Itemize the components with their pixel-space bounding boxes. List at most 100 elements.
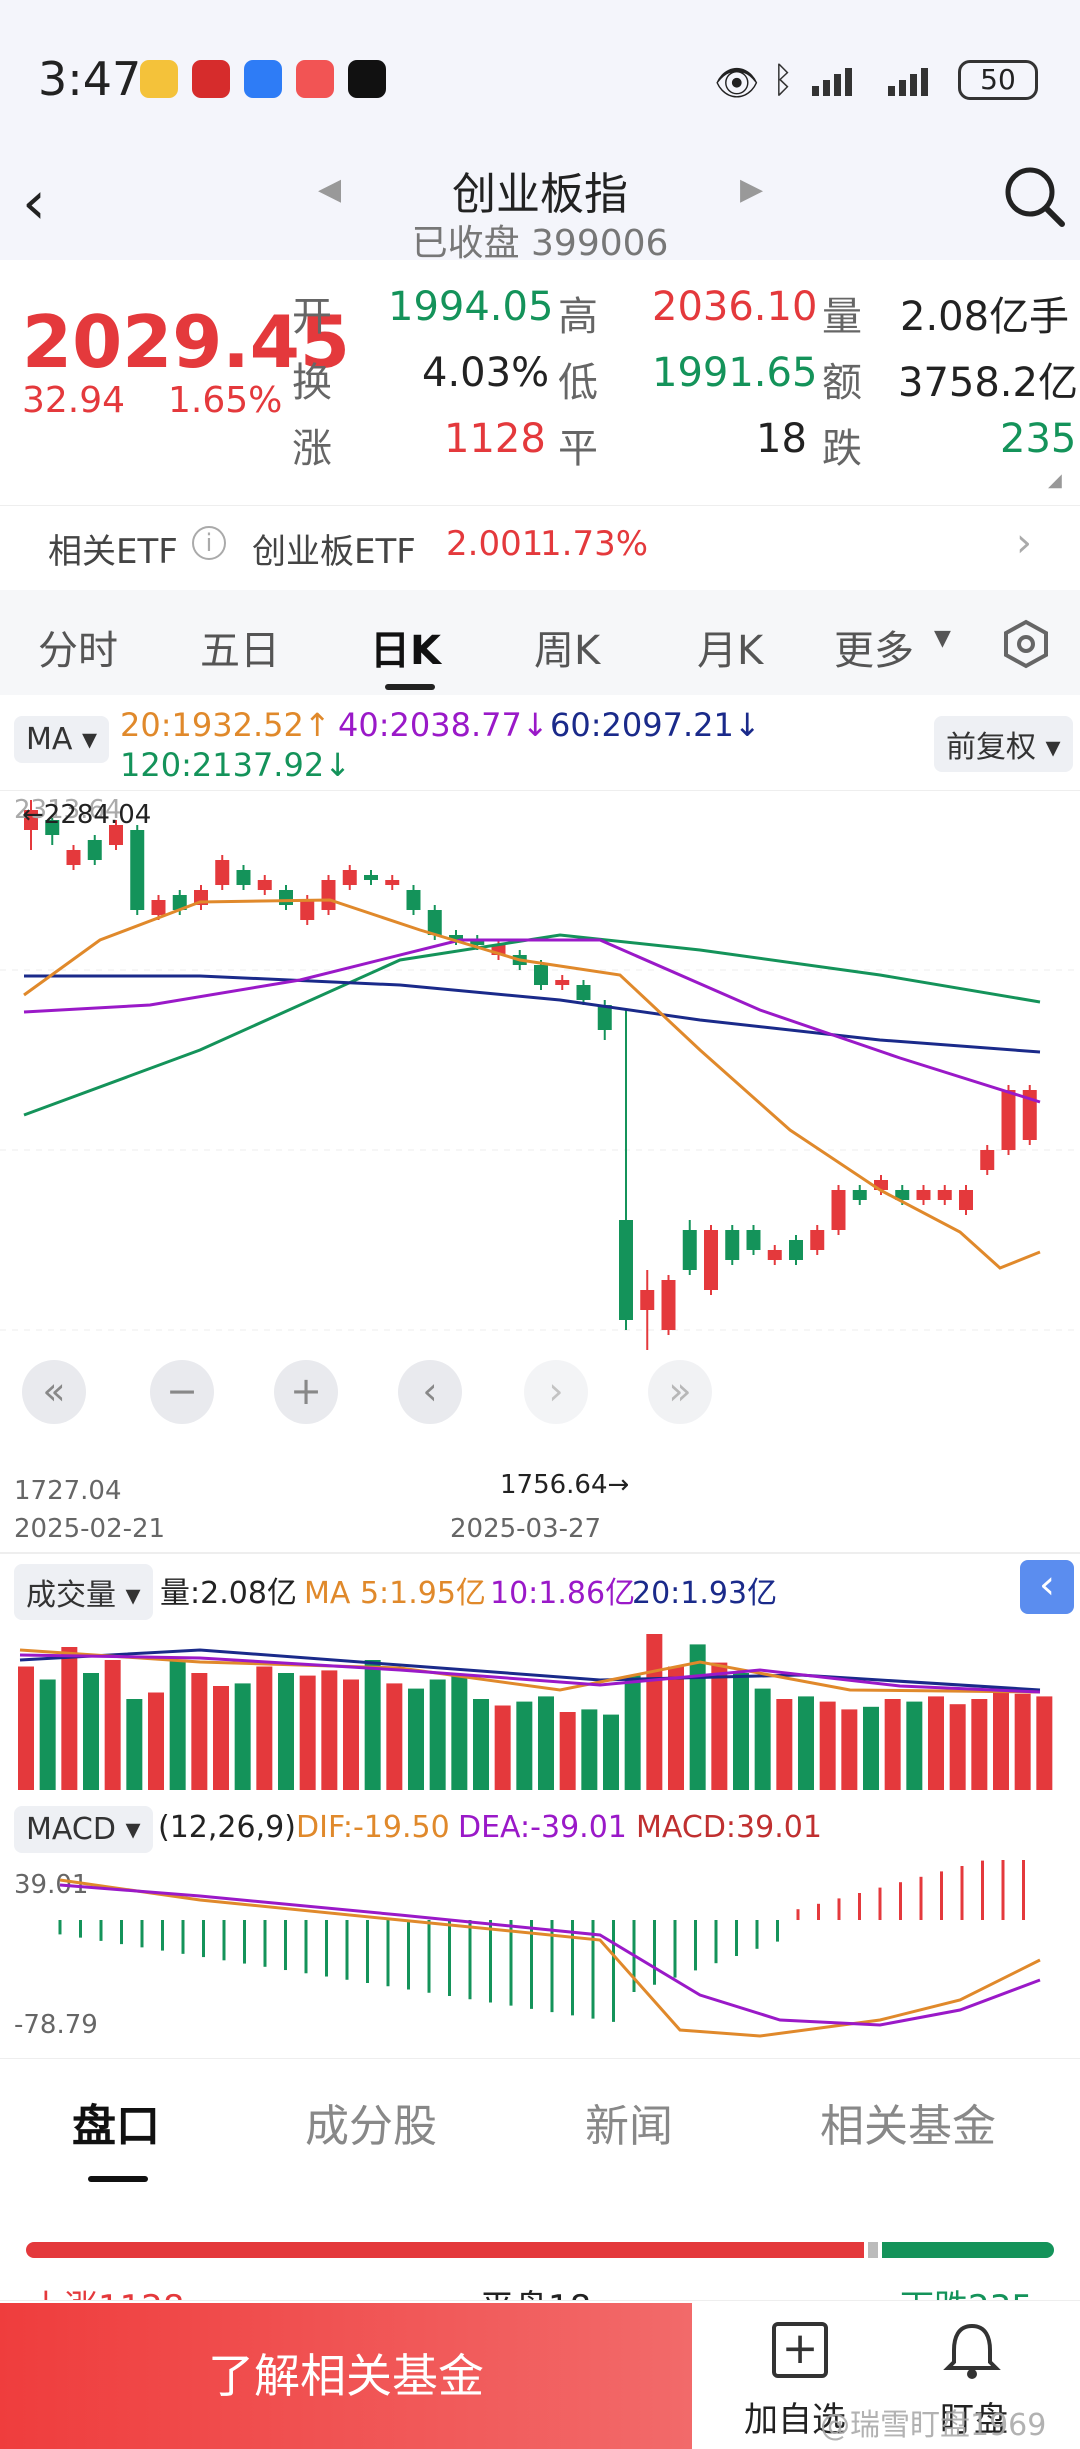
volume-bar [343, 1679, 359, 1790]
volume-bar [819, 1701, 836, 1790]
vol-label: 量 [822, 294, 862, 340]
up-label: 涨 [292, 426, 332, 472]
pan-left-icon[interactable]: ‹ [398, 1360, 462, 1424]
add-watchlist-icon[interactable]: + [772, 2322, 828, 2378]
fast-forward-icon[interactable]: » [648, 1360, 712, 1424]
candle-body [895, 1190, 910, 1200]
candle-body [87, 840, 102, 860]
tab-daily-k[interactable]: 日K [370, 628, 441, 674]
candle-body [619, 1220, 633, 1320]
next-index-icon[interactable]: ▶ [740, 172, 764, 207]
volume-bar [689, 1644, 706, 1790]
macd-dea-line [59, 1883, 1041, 2027]
browser-icon [244, 60, 282, 98]
adjust-selector[interactable]: 前复权 ▾ [934, 716, 1073, 772]
volume-bar [581, 1709, 598, 1790]
volume-bar [169, 1660, 186, 1790]
candle-body [215, 860, 230, 885]
volume-bar [928, 1696, 944, 1790]
watch-label[interactable]: 盯盘 [940, 2400, 1008, 2440]
volume-bar [473, 1699, 489, 1790]
candle-body [45, 820, 60, 835]
tab-intraday[interactable]: 分时 [38, 628, 118, 674]
volume-selector[interactable]: 成交量 ▾ [14, 1564, 153, 1620]
volume-chart [0, 1620, 1080, 1790]
expand-corner-icon[interactable]: ◢ [1048, 470, 1062, 491]
candle-body [555, 980, 570, 985]
candle-body [852, 1190, 867, 1200]
volume-bar [83, 1673, 99, 1790]
volume-bar [863, 1706, 879, 1790]
volume-bar [798, 1696, 814, 1790]
ma40-line [23, 938, 1041, 1104]
tab-components[interactable]: 成分股 [305, 2101, 437, 2152]
add-watchlist-label[interactable]: 加自选 [744, 2400, 846, 2440]
info-icon[interactable]: i [192, 526, 226, 560]
tab-weekly-k[interactable]: 周K [534, 628, 601, 674]
candle-body [1022, 1090, 1037, 1140]
back-icon[interactable]: ‹ [22, 168, 46, 238]
collapse-panel-icon[interactable]: ‹ [1020, 1560, 1074, 1614]
tab-5day[interactable]: 五日 [200, 628, 280, 674]
volume-value: 量:2.08亿 [160, 1576, 297, 1611]
learn-funds-button[interactable]: 了解相关基金 [0, 2303, 692, 2449]
volume-bar [906, 1701, 923, 1790]
candle-body [640, 1290, 655, 1310]
prev-index-icon[interactable]: ◀ [318, 172, 342, 207]
candle-body [789, 1240, 803, 1260]
candle-body [151, 900, 166, 915]
candle-body [959, 1190, 973, 1210]
candle-body [470, 940, 485, 945]
pan-right-icon[interactable]: › [524, 1360, 588, 1424]
volume-bar [213, 1686, 229, 1790]
tab-news[interactable]: 新闻 [585, 2101, 673, 2152]
candle-body [937, 1190, 952, 1200]
macd-selector[interactable]: MACD ▾ [14, 1806, 153, 1853]
etf-name: 创业板ETF [252, 532, 416, 572]
candle-body [725, 1230, 740, 1260]
etf-pct: 1.73% [540, 524, 649, 564]
huawei-icon [296, 60, 334, 98]
active-tab-indicator [385, 684, 435, 690]
settings-hex-icon[interactable] [998, 616, 1054, 672]
eye-icon: 👁 [714, 63, 760, 104]
etf-row[interactable] [0, 505, 1080, 587]
zoom-in-icon[interactable]: + [274, 1360, 338, 1424]
candle-body [597, 1005, 612, 1030]
candle-body [767, 1250, 782, 1260]
kline-chart[interactable] [0, 789, 1080, 1510]
low-marker: 1756.64→ [500, 1470, 630, 1500]
ma40-value: 40:2038.77↓ [338, 706, 549, 744]
volume-bar [386, 1683, 403, 1790]
volume-bar [278, 1673, 294, 1790]
ma-selector[interactable]: MA ▾ [14, 716, 110, 763]
volume-bar [191, 1673, 208, 1790]
tab-more[interactable]: 更多 [834, 628, 914, 674]
volume-bar [148, 1692, 164, 1790]
bell-icon[interactable] [942, 2318, 1002, 2382]
volume-bar [451, 1675, 468, 1790]
detail-tabs [0, 2058, 1080, 2188]
candle-body [109, 825, 123, 845]
volume-bar [1036, 1696, 1053, 1790]
tab-monthly-k[interactable]: 月K [697, 628, 764, 674]
search-icon[interactable] [1000, 162, 1070, 232]
candle-body [385, 880, 400, 885]
tab-handicap[interactable]: 盘口 [72, 2101, 160, 2152]
volume-bar [884, 1699, 901, 1790]
tab-related-funds[interactable]: 相关基金 [820, 2101, 996, 2152]
macd-chart [0, 1849, 1080, 2050]
macd-dif: DIF:-19.50 [296, 1810, 450, 1845]
page-subtitle: 已收盘 399006 [411, 223, 669, 264]
more-dropdown-icon[interactable]: ▼ [934, 626, 951, 651]
active-detail-tab-indicator [88, 2176, 148, 2182]
candle-body [576, 985, 591, 1000]
header [0, 160, 1080, 260]
ma60-value: 60:2097.21↓ [550, 706, 761, 744]
down-label: 跌 [822, 426, 862, 472]
candle-body [172, 895, 187, 910]
zoom-out-icon[interactable]: − [150, 1360, 214, 1424]
ma60-line [24, 974, 1041, 1054]
rewind-icon[interactable]: « [22, 1360, 86, 1424]
chevron-right-icon[interactable]: › [1016, 520, 1032, 566]
